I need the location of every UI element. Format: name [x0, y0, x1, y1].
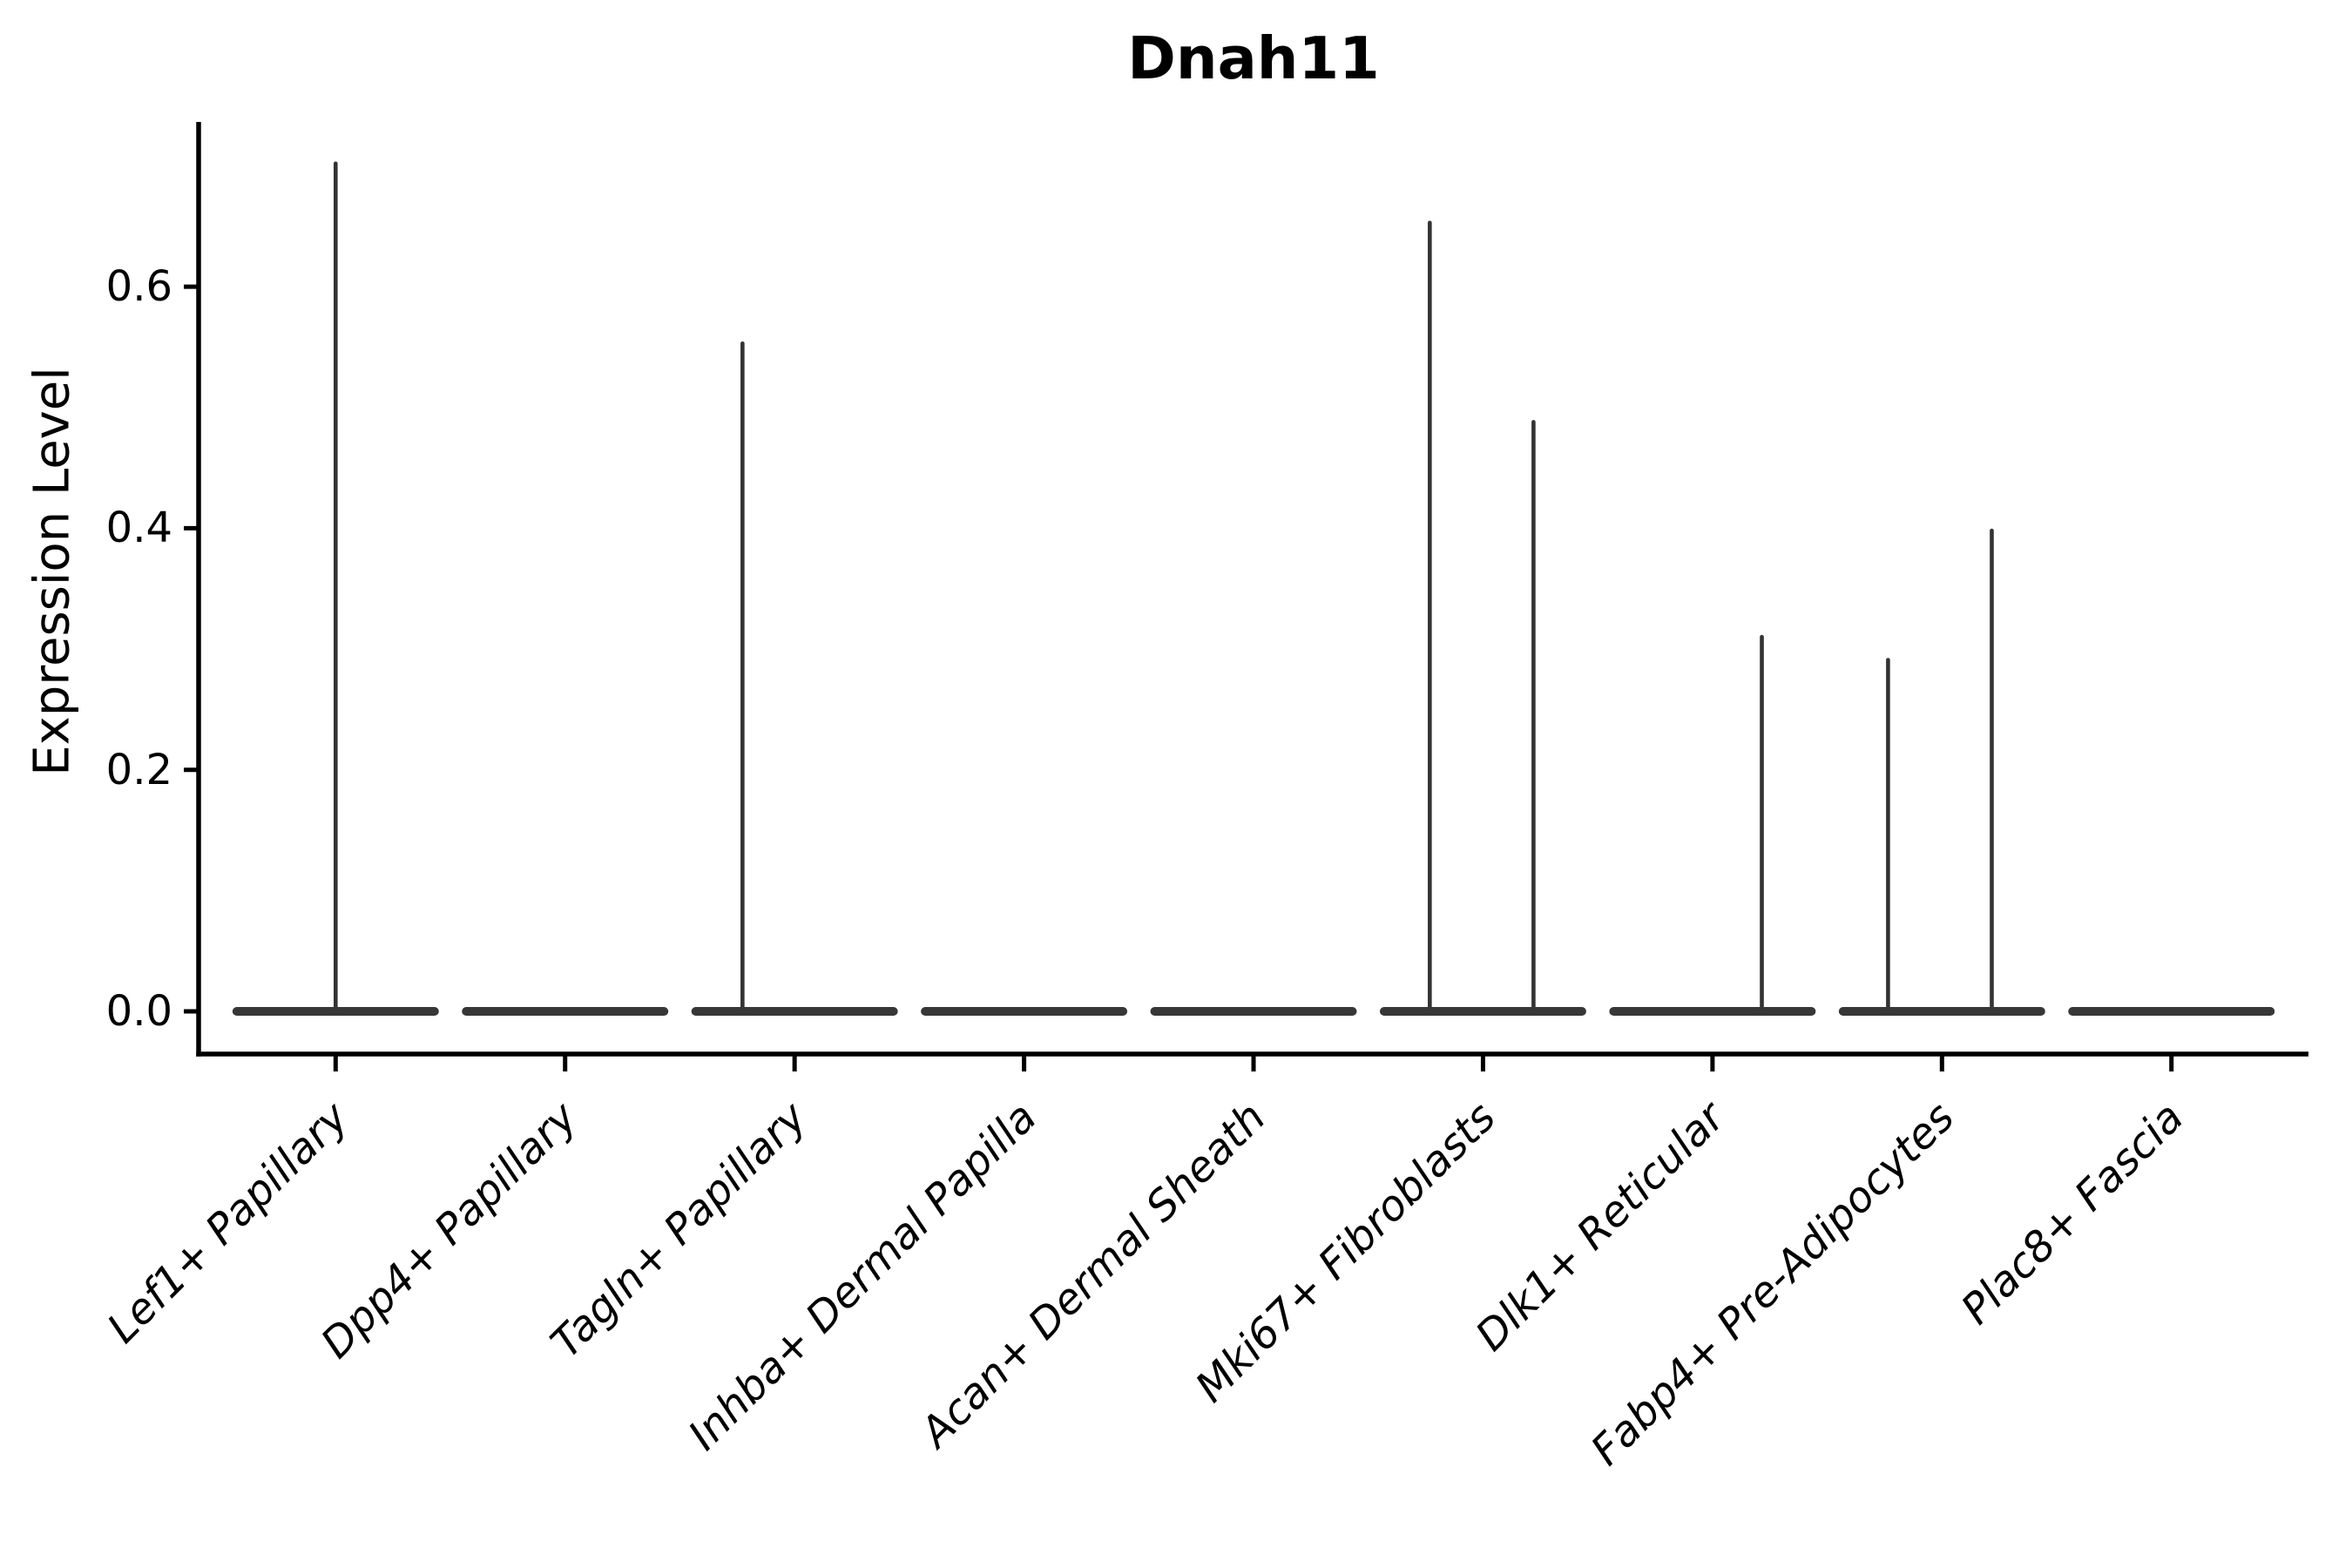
- violin-body: [2068, 1007, 2275, 1016]
- violin-body: [1150, 1007, 1357, 1016]
- violin-body: [1379, 1007, 1586, 1016]
- violin-body: [921, 1007, 1128, 1016]
- violin-body: [1609, 1007, 1816, 1016]
- y-tick-label: 0.2: [105, 745, 172, 794]
- y-tick-label: 0.4: [105, 504, 172, 553]
- y-tick-label: 0.0: [105, 987, 172, 1036]
- violin-body: [232, 1007, 439, 1016]
- chart-title: Dnah11: [1127, 24, 1380, 92]
- violin-body: [462, 1007, 669, 1016]
- y-tick-label: 0.6: [105, 262, 172, 312]
- violin-body: [1838, 1007, 2045, 1016]
- violin-body: [691, 1007, 898, 1016]
